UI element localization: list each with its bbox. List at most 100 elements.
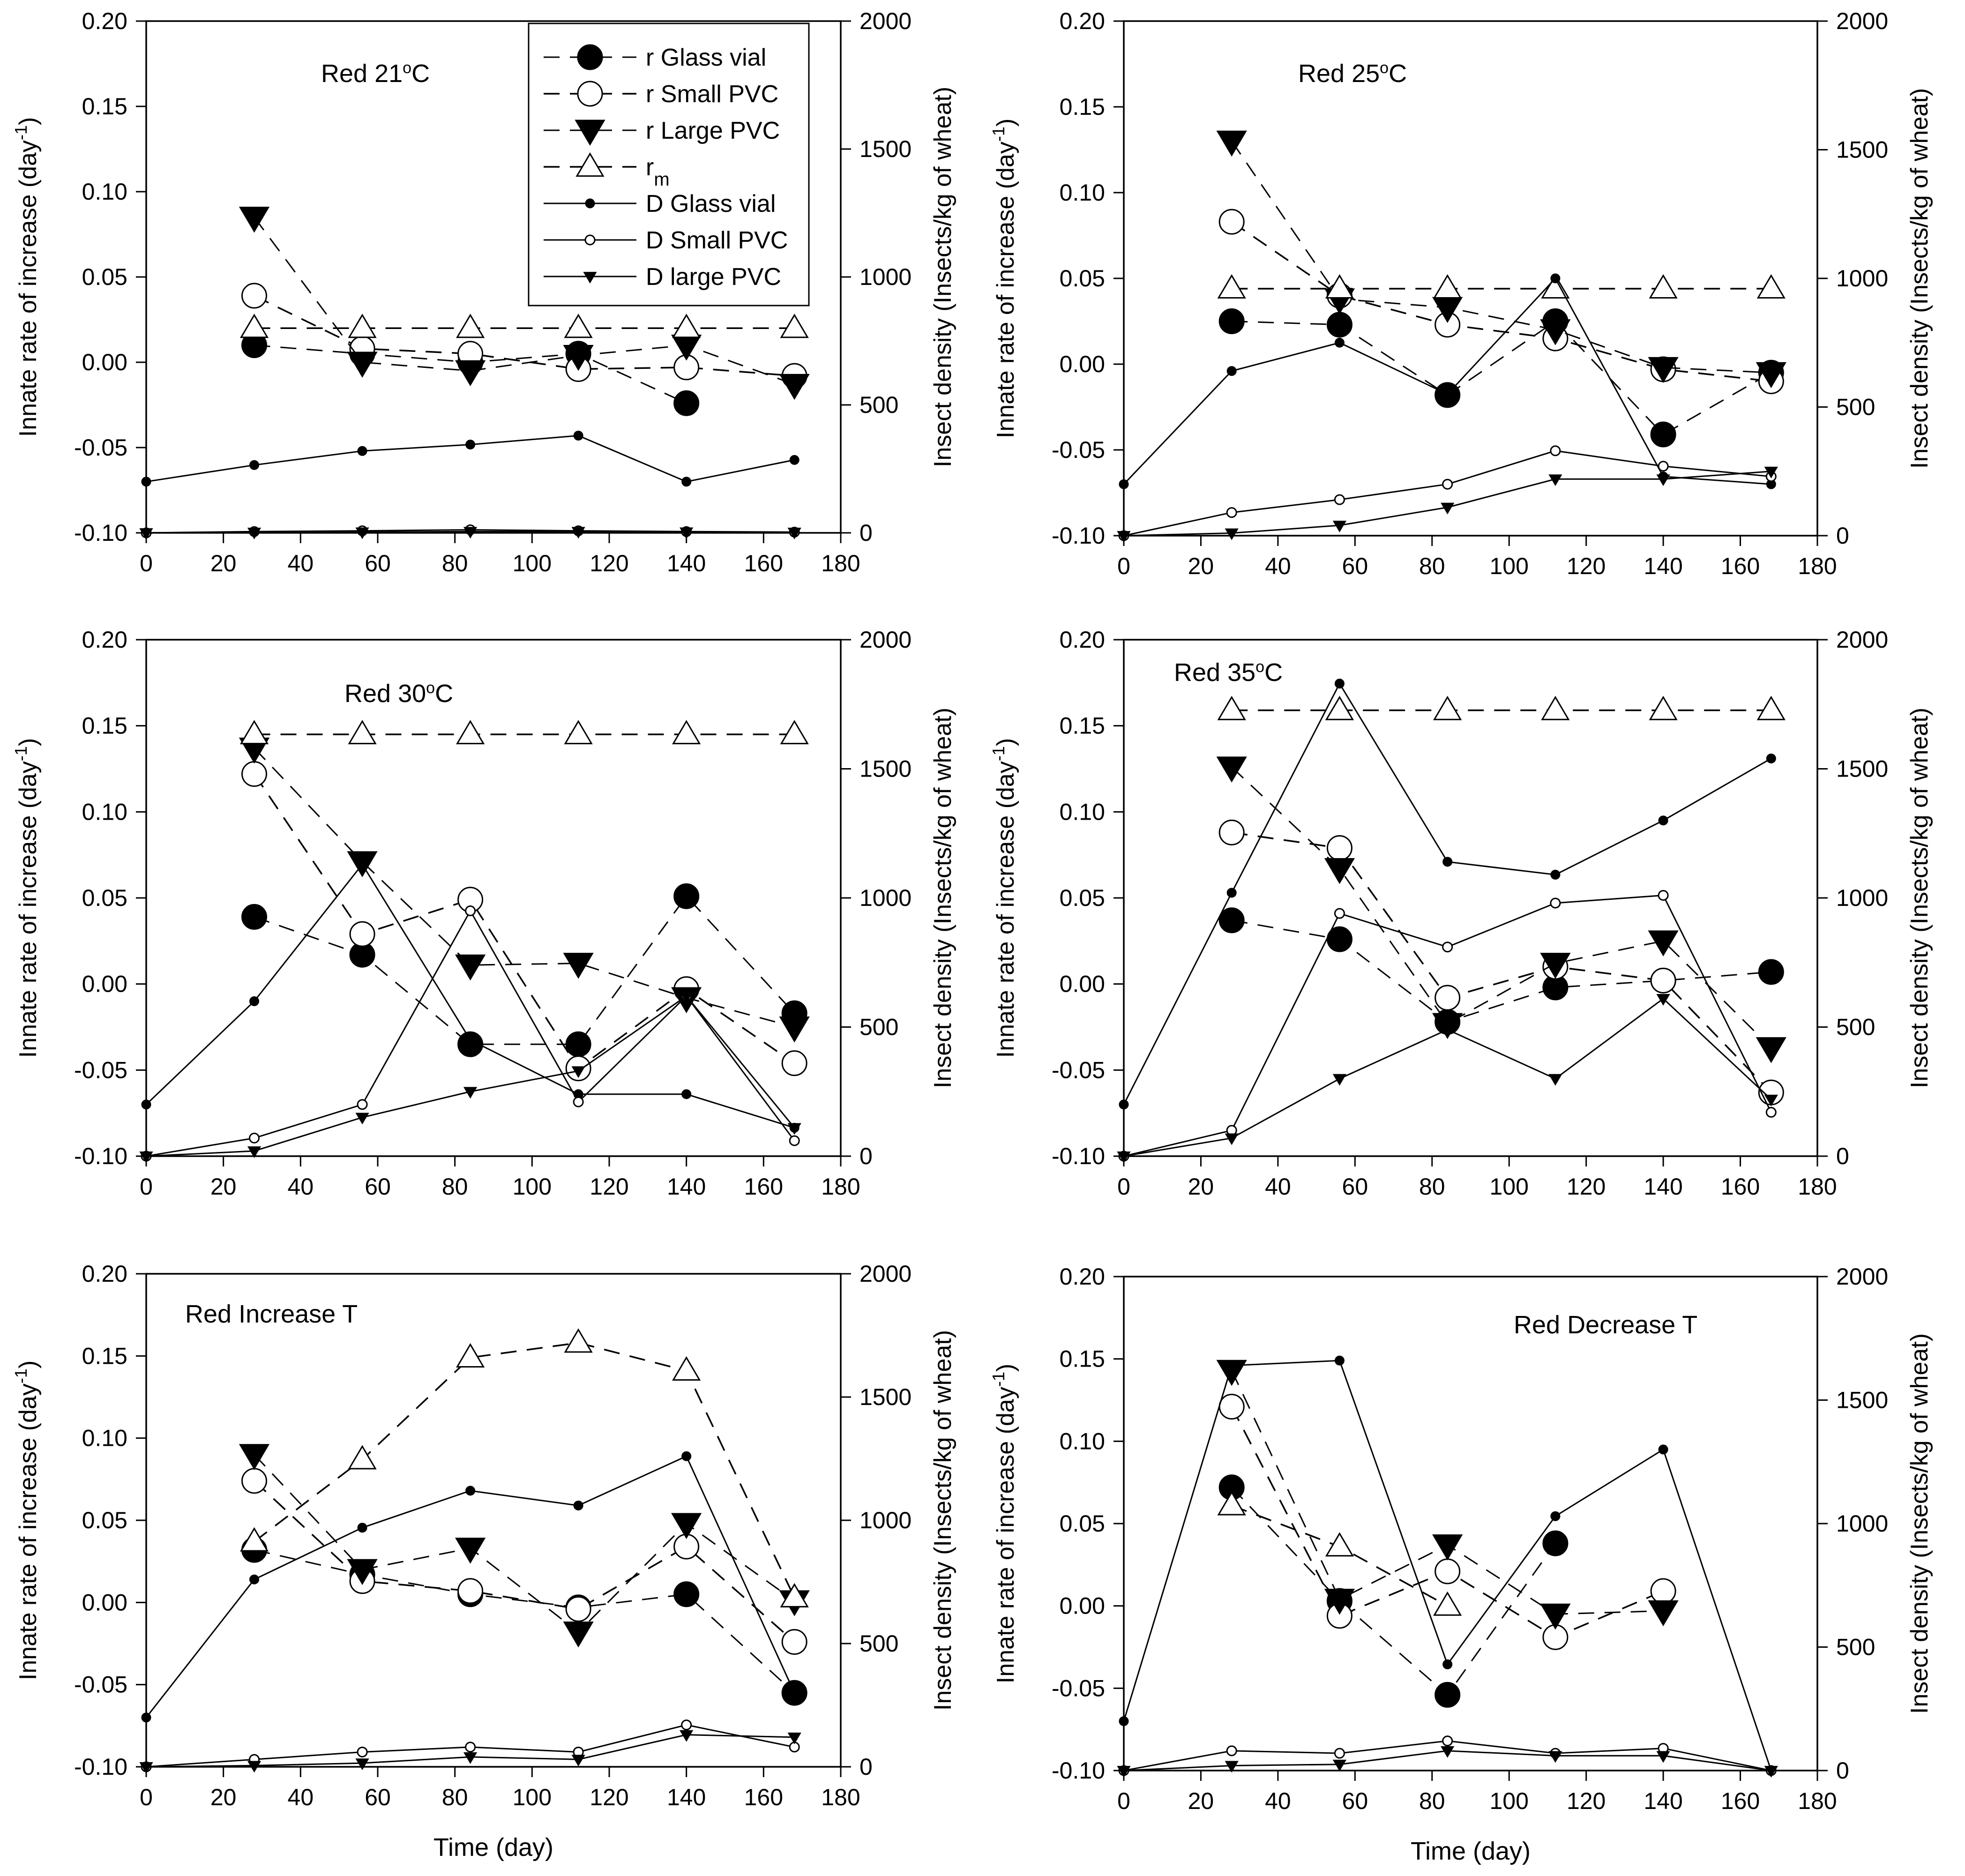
legend: r Glass vial r Small PVC r Large PVC rmD Gl… [528, 22, 810, 306]
panel-2: 0 20 40 60 80 100 120 140 160 180 -0.10 -0.05 0.00 0.… [989, 8, 1934, 579]
series-rm [239, 1328, 809, 1607]
panel-1: 0 20 40 60 80 100 120 140 160 180 -0.10 -0.05 0.00 0.… [11, 8, 957, 576]
data-point [1442, 1735, 1453, 1747]
x-tick-label: 40 [1265, 553, 1291, 579]
data-point [563, 344, 594, 371]
y-tick-label: 0.10 [1060, 799, 1105, 825]
y2-tick-label: 0 [1836, 1143, 1849, 1169]
x-tick-label: 40 [1265, 1788, 1291, 1814]
data-point [1548, 474, 1562, 486]
legend-marker [577, 44, 603, 70]
legend-marker [585, 198, 595, 209]
data-point [1550, 897, 1561, 909]
data-point [1658, 815, 1668, 826]
data-point [1550, 273, 1561, 284]
x-tick-label: 160 [1721, 1173, 1760, 1200]
data-point [465, 1486, 476, 1496]
y2-tick-label: 0 [859, 520, 873, 546]
right-axis-label: Insect density (Insects/kg of wheat) [1906, 708, 1933, 1088]
x-tick-label: 160 [1721, 1788, 1760, 1814]
data-point [787, 1732, 801, 1744]
data-point [1764, 466, 1778, 478]
data-point [239, 1527, 269, 1552]
panel-title: Red 30oC [344, 679, 453, 708]
x-tick-label: 40 [288, 550, 314, 576]
panel-title: Red 21oC [321, 59, 430, 88]
y-tick-label: -0.10 [1052, 1757, 1105, 1784]
y-tick-label: 0.15 [1060, 713, 1105, 739]
data-point [465, 905, 476, 917]
data-point [139, 528, 153, 540]
y-tick-label: 0.05 [1060, 885, 1105, 911]
legend-marker [583, 272, 597, 284]
legend-label: D Glass vial [646, 190, 776, 217]
x-tick-label: 20 [210, 550, 237, 576]
series-line [1231, 919, 1771, 1023]
legend-box [528, 22, 810, 306]
series-rm [1217, 1491, 1462, 1616]
right-axis-label: Insect density (Insects/kg of wheat) [929, 87, 956, 467]
legend-entry-rm: rm [544, 152, 670, 190]
data-point [1540, 1603, 1571, 1630]
y-tick-label: 0.05 [82, 264, 127, 290]
x-tick-label: 0 [140, 1173, 153, 1200]
data-point [1334, 494, 1345, 505]
legend-marker [575, 120, 605, 146]
x-tick-label: 180 [821, 550, 860, 576]
y2-tick-label: 1500 [1836, 756, 1888, 782]
data-point [456, 1343, 485, 1368]
y-tick-label: 0.20 [82, 8, 127, 34]
data-point [571, 1755, 585, 1767]
y-tick-label: 0.00 [1060, 971, 1105, 997]
data-point [1332, 521, 1347, 532]
data-point [1334, 679, 1345, 689]
y-tick-label: -0.05 [1052, 1675, 1105, 1701]
data-point [779, 374, 810, 400]
series-dLarge [1117, 994, 1778, 1163]
y-tick-label: -0.10 [1052, 1143, 1105, 1169]
y2-tick-label: 500 [1836, 1014, 1875, 1040]
data-point [1119, 1099, 1129, 1110]
data-point [672, 1356, 701, 1381]
x-tick-label: 140 [667, 1784, 706, 1810]
x-tick-label: 20 [210, 1784, 237, 1810]
series-line [254, 1480, 795, 1643]
data-point [1442, 389, 1453, 399]
data-point [239, 207, 270, 233]
data-point [789, 455, 799, 465]
data-point [1226, 366, 1237, 376]
y-tick-label: 0.00 [1060, 1593, 1105, 1619]
y2-tick-label: 2000 [1836, 8, 1888, 34]
data-point [1332, 1074, 1347, 1086]
legend-entry-rSmall: r Small PVC [544, 81, 778, 108]
panels: 0 20 40 60 80 100 120 140 160 180 -0.10 -0.05 0.00 0.… [11, 8, 1934, 1865]
x-tick-label: 80 [1419, 553, 1445, 579]
series-line [1231, 221, 1771, 382]
series-rLarge [239, 207, 810, 400]
series-rSmall [241, 761, 807, 1082]
x-tick-label: 0 [140, 550, 153, 576]
panel-title: Red 25oC [1298, 59, 1407, 88]
data-point [348, 720, 377, 745]
data-point [1756, 695, 1786, 720]
y-tick-label: 0.20 [82, 1261, 127, 1287]
data-point [564, 314, 593, 338]
data-point [347, 351, 378, 378]
y2-tick-label: 1000 [859, 1507, 912, 1533]
data-point [1218, 907, 1245, 934]
y2-tick-label: 1000 [1836, 885, 1888, 911]
series-rLarge [1216, 130, 1786, 389]
data-point [1766, 753, 1776, 763]
data-point [1226, 888, 1237, 898]
y2-tick-label: 500 [1836, 394, 1875, 420]
data-point [1325, 695, 1354, 720]
series-dSmall [1118, 1735, 1777, 1776]
data-point [564, 1328, 593, 1353]
data-point [241, 283, 268, 309]
data-point [239, 720, 269, 745]
data-point [681, 1451, 692, 1461]
data-point [1765, 1106, 1777, 1118]
y2-tick-label: 2000 [1836, 627, 1888, 653]
data-point [1442, 478, 1453, 490]
data-point [1758, 959, 1784, 985]
